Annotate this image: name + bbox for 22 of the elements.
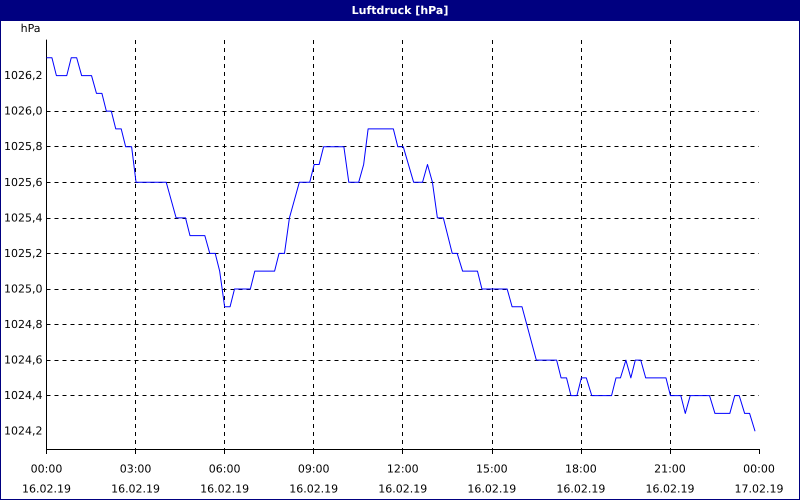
- chart-title: Luftdruck [hPa]: [1, 1, 799, 21]
- y-tick-label: 1024,6: [4, 354, 42, 367]
- x-tick-label: 00:00 17.02.19: [734, 462, 784, 496]
- y-tick-label: 1025,2: [4, 246, 42, 260]
- y-tick-label: 1026,0: [4, 104, 42, 118]
- x-tick-label: 12:00 16.02.19: [378, 462, 428, 496]
- y-tick-label: 1024,4: [4, 389, 42, 402]
- x-tick-label: 03:00 16.02.19: [111, 462, 160, 496]
- x-tick-label: 18:00 16.02.19: [556, 462, 606, 496]
- y-tick-label: 1025,4: [4, 211, 42, 224]
- y-axis-title: hPa: [20, 22, 40, 35]
- y-tick-label: 1025,8: [4, 140, 42, 154]
- x-tick-label: 15:00 16.02.19: [467, 462, 516, 496]
- y-tick-label: 1024,8: [4, 318, 42, 332]
- y-tick-label: 1026,2: [4, 69, 42, 82]
- y-tick-label: 1025,6: [4, 176, 42, 189]
- x-tick-label: 00:00 16.02.19: [22, 462, 71, 496]
- x-tick-label: 09:00 16.02.19: [289, 462, 338, 496]
- y-tick-label: 1025,0: [4, 282, 42, 296]
- y-tick-label: 1024,2: [4, 424, 42, 438]
- x-tick-label: 06:00 16.02.19: [200, 462, 250, 496]
- x-tick-label: 21:00 16.02.19: [645, 462, 694, 496]
